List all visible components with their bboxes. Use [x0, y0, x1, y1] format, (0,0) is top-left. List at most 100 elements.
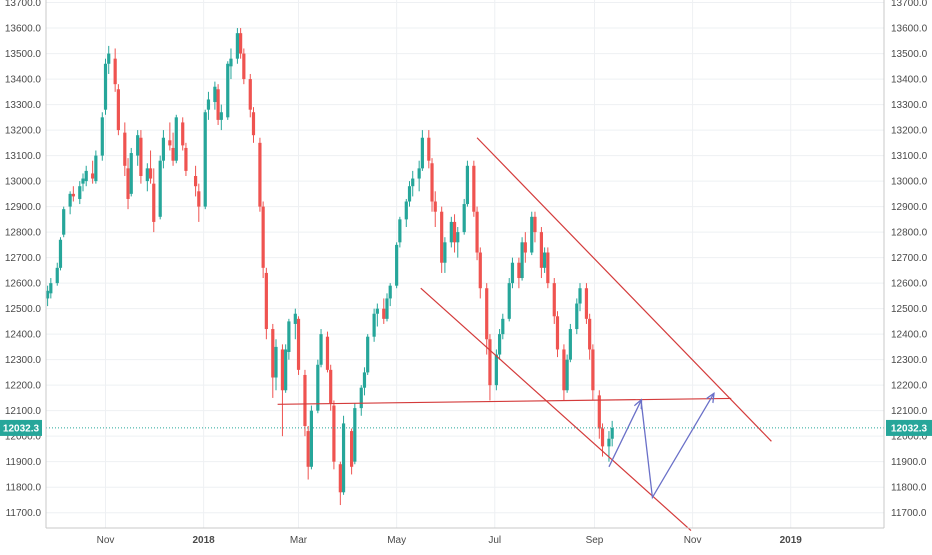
y-tick-label-right: 13600.0: [891, 24, 928, 35]
candle-down: [433, 201, 437, 212]
candle-up: [449, 221, 453, 243]
projection-arrow-long: [640, 394, 713, 500]
candle-up: [55, 267, 59, 284]
y-tick-label-right: 12700.0: [891, 253, 928, 264]
y-tick-label-left: 12100.0: [5, 406, 42, 417]
x-tick-label: Nov: [684, 535, 702, 546]
candle-down: [71, 193, 75, 197]
price-label-right: 12032.3: [891, 423, 928, 434]
candle-up: [607, 438, 611, 447]
candle-up: [341, 423, 346, 493]
candle-up: [543, 252, 547, 268]
candle-down: [303, 374, 307, 426]
x-tick-label: Nov: [97, 535, 115, 546]
candle-down: [562, 349, 566, 391]
projection-arrow-short: [608, 400, 641, 468]
candle-up: [417, 168, 421, 179]
candle-up: [575, 303, 579, 330]
channel-lower-line: [420, 287, 692, 531]
y-tick-label-left: 13200.0: [5, 126, 42, 137]
candle-up: [136, 135, 140, 156]
candle-up: [362, 372, 367, 388]
price-label-left: 12032.3: [3, 423, 40, 434]
candle-down: [588, 318, 592, 350]
candle-up: [158, 160, 162, 217]
candle-up: [520, 242, 524, 279]
candle-up: [494, 354, 498, 386]
candle-up: [78, 186, 82, 199]
candle-down: [552, 283, 556, 317]
y-tick-label-right: 13400.0: [891, 75, 928, 86]
candle-up: [68, 193, 72, 207]
y-tick-label-left: 13600.0: [5, 24, 42, 35]
candle-down: [216, 89, 220, 120]
y-tick-label-left: 13000.0: [5, 177, 42, 188]
y-tick-label-left: 13700.0: [5, 0, 42, 9]
candle-up: [530, 216, 534, 253]
candle-up: [107, 53, 111, 64]
candle-down: [264, 272, 268, 330]
candle-up: [84, 170, 88, 182]
y-tick-label-right: 12000.0: [891, 432, 928, 443]
candle-down: [123, 132, 127, 166]
candle-up: [46, 290, 50, 299]
y-tick-label-right: 12200.0: [891, 381, 928, 392]
candle-down: [113, 58, 117, 85]
candle-down: [488, 339, 492, 386]
candle-up: [284, 349, 288, 391]
candle-up: [443, 242, 447, 263]
y-tick-label-left: 12900.0: [5, 202, 42, 213]
candle-down: [332, 405, 336, 462]
candle-up: [94, 155, 98, 182]
candle-up: [287, 321, 291, 352]
y-tick-label-left: 12700.0: [5, 253, 42, 264]
candle-up: [226, 63, 230, 118]
candle-down: [296, 318, 301, 370]
y-tick-label-left: 13100.0: [5, 151, 42, 162]
candle-up: [375, 308, 379, 314]
candle-down: [280, 349, 285, 391]
candle-up: [501, 318, 505, 335]
candle-down: [258, 142, 262, 207]
candle-down: [478, 252, 482, 289]
y-tick-label-left: 12500.0: [5, 304, 42, 315]
candle-down: [193, 176, 198, 187]
y-tick-label-left: 12000.0: [5, 432, 42, 443]
candle-down: [306, 431, 310, 467]
y-tick-label-right: 13700.0: [891, 0, 928, 9]
channel-upper-line: [476, 137, 772, 442]
candle-up: [388, 285, 392, 299]
candle-down: [271, 329, 275, 378]
candle-up: [510, 262, 515, 284]
candle-down: [597, 395, 601, 429]
candle-down: [584, 288, 589, 319]
candle-down: [472, 165, 476, 212]
grid: [46, 0, 884, 528]
y-tick-label-right: 12400.0: [891, 330, 928, 341]
y-tick-label-right: 13500.0: [891, 49, 928, 60]
candle-up: [235, 33, 240, 59]
price-badge-left: [0, 419, 42, 436]
y-tick-label-left: 11900.0: [6, 457, 42, 468]
candle-down: [546, 252, 550, 284]
candle-down: [242, 53, 246, 80]
candle-down: [197, 191, 201, 207]
y-tick-label-left: 11700.0: [6, 508, 42, 519]
candle-down: [427, 137, 431, 161]
candle-down: [152, 183, 156, 222]
y-tick-label-right: 12800.0: [891, 228, 928, 239]
candle-down: [148, 168, 153, 179]
candle-up: [203, 112, 207, 207]
candle-up: [174, 117, 178, 161]
candle-up: [395, 244, 399, 286]
x-tick-label: 2019: [780, 535, 803, 546]
candle-down: [261, 206, 265, 268]
candle-down: [91, 173, 95, 179]
candle-up: [213, 86, 217, 103]
candle-down: [591, 349, 595, 391]
candle-up: [568, 329, 572, 360]
candle-up: [398, 219, 402, 243]
candle-up: [309, 410, 313, 467]
